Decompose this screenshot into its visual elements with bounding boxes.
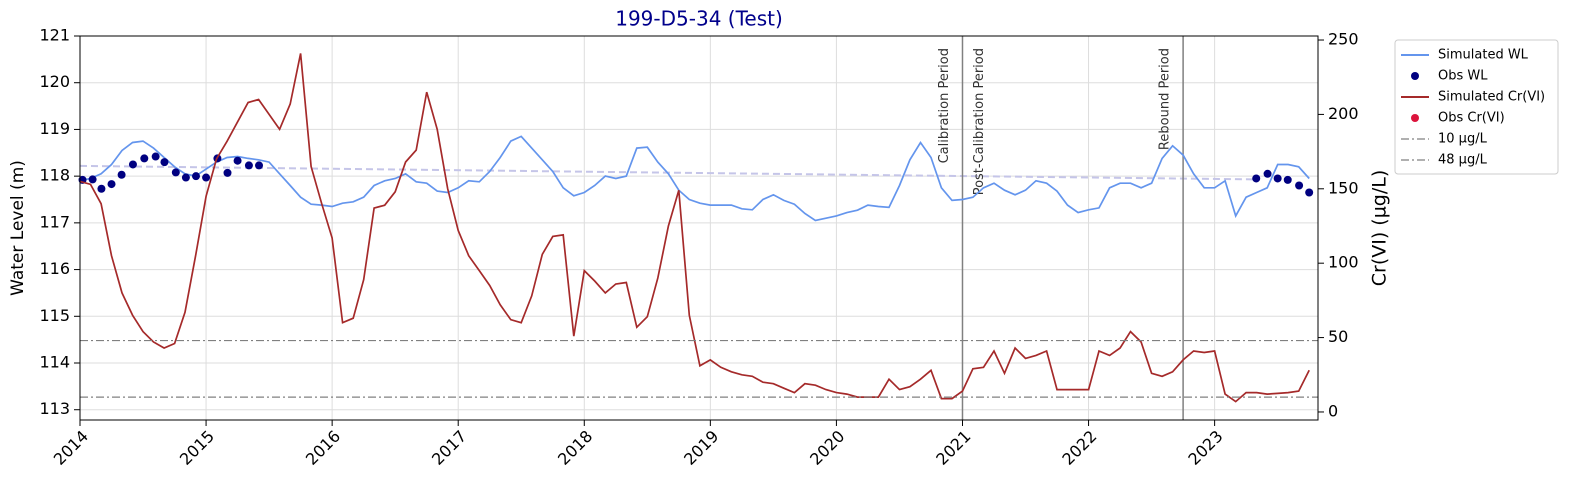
legend-label: Obs WL — [1438, 69, 1488, 84]
y-tick-label: 114 — [39, 353, 70, 372]
x-tick-label: 2021 — [932, 427, 974, 469]
x-tick-label: 2022 — [1058, 427, 1100, 469]
period-label: Post-Calibration Period — [972, 48, 987, 195]
x-tick-label: 2018 — [554, 427, 596, 469]
obs-point — [1283, 175, 1292, 184]
legend-box — [1394, 39, 1559, 175]
legend-label: 10 µg/L — [1438, 132, 1488, 147]
chart-title: 199-D5-34 (Test) — [615, 7, 783, 31]
obs-point — [181, 173, 190, 182]
obs-point — [97, 184, 106, 193]
y-tick-label: 121 — [39, 26, 70, 45]
obs-point — [1252, 174, 1261, 183]
legend-marker — [1411, 114, 1419, 122]
obs-point — [128, 160, 137, 169]
period-label: Rebound Period — [1158, 48, 1173, 150]
y2-tick-label: 150 — [1328, 178, 1359, 197]
y-tick-label: 113 — [39, 399, 70, 418]
y-axis-label: Water Level (m) — [8, 160, 28, 296]
x-tick-label: 2016 — [302, 427, 344, 469]
y2-tick-label: 100 — [1328, 253, 1359, 272]
obs-point — [171, 168, 180, 177]
period-label: Calibration Period — [937, 48, 952, 163]
x-tick-label: 2017 — [428, 427, 470, 469]
legend-marker — [1411, 72, 1419, 80]
x-tick-label: 2019 — [680, 427, 722, 469]
x-tick-label: 2014 — [50, 427, 92, 469]
obs-point — [151, 152, 160, 161]
legend-label: Obs Cr(VI) — [1438, 111, 1505, 126]
obs-point — [255, 161, 264, 170]
obs-point — [140, 154, 149, 163]
obs-point — [223, 168, 232, 177]
obs-point — [1305, 188, 1314, 197]
legend-label: 48 µg/L — [1438, 153, 1488, 168]
legend-label: Simulated Cr(VI) — [1438, 90, 1545, 105]
plot-frame — [79, 35, 1319, 421]
y2-tick-label: 200 — [1328, 104, 1359, 123]
series-line — [79, 135, 1310, 222]
obs-point — [88, 175, 97, 184]
y2-axis-label: Cr(VI) (µg/L) — [1369, 170, 1391, 287]
series-line — [79, 53, 1310, 403]
legend-label: Simulated WL — [1438, 48, 1529, 63]
obs-point — [1273, 174, 1282, 183]
y-tick-label: 117 — [39, 212, 70, 231]
y-tick-label: 119 — [39, 119, 70, 138]
obs-point — [1295, 181, 1304, 190]
x-tick-label: 2023 — [1184, 427, 1226, 469]
obs-point — [160, 158, 169, 167]
y-tick-label: 120 — [39, 72, 70, 91]
y-tick-label: 115 — [39, 306, 70, 325]
y2-tick-label: 0 — [1328, 401, 1338, 420]
obs-point — [233, 156, 242, 165]
y-tick-label: 118 — [39, 166, 70, 185]
y2-tick-label: 250 — [1328, 30, 1359, 49]
y-tick-label: 116 — [39, 259, 70, 278]
obs-point — [191, 172, 200, 181]
x-tick-label: 2015 — [176, 427, 218, 469]
x-tick-label: 2020 — [806, 427, 848, 469]
obs-point — [202, 173, 211, 182]
y2-tick-label: 50 — [1328, 327, 1348, 346]
obs-point — [244, 161, 253, 170]
obs-point — [117, 170, 126, 179]
obs-point — [1263, 169, 1272, 178]
obs-point — [107, 180, 116, 189]
